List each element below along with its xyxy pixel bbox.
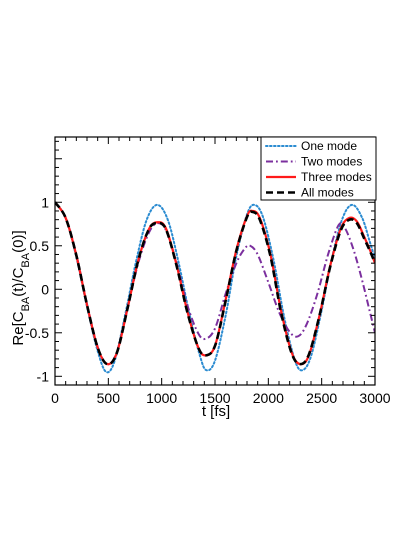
y-axis-label: Re[CBA(t)/CBA(0)]	[10, 230, 32, 345]
y-tick-label: 1	[41, 194, 49, 210]
y-label-part-1: Re[C	[10, 311, 27, 345]
legend-label-4: All modes	[301, 186, 354, 200]
x-tick-label: 1500	[199, 390, 230, 406]
x-tick-label: 2500	[306, 390, 337, 406]
y-label-part-2: (t)/C	[10, 267, 27, 296]
x-tick-label: 1000	[146, 390, 177, 406]
legend-label-2: Two modes	[301, 155, 362, 169]
y-tick-label: -0.5	[25, 325, 49, 341]
y-tick-label: -1	[37, 368, 50, 384]
legend-box	[260, 136, 377, 201]
x-axis-label: t [fs]	[202, 403, 230, 420]
y-tick-label: 0	[41, 281, 49, 297]
y-label-part-3: (0)]	[10, 230, 27, 253]
x-axis-ticks: 0 500 1000 1500 2000 2500 3000	[51, 137, 391, 406]
legend-label-1: One mode	[301, 139, 357, 153]
series-lines	[55, 201, 375, 374]
x-tick-label: 3000	[359, 390, 390, 406]
series-line-3	[55, 201, 375, 366]
y-label-sub-1: BA	[20, 296, 32, 311]
y-label-sub-2: BA	[20, 252, 32, 267]
series-line-4	[55, 201, 375, 366]
legend-label-3: Three modes	[301, 170, 372, 184]
y-tick-label: 0.5	[30, 238, 50, 254]
x-tick-label: 2000	[253, 390, 284, 406]
y-axis-ticks: -1 -0.5 0 0.5 1	[25, 140, 375, 384]
x-tick-label: 500	[97, 390, 121, 406]
x-tick-label: 0	[51, 390, 59, 406]
